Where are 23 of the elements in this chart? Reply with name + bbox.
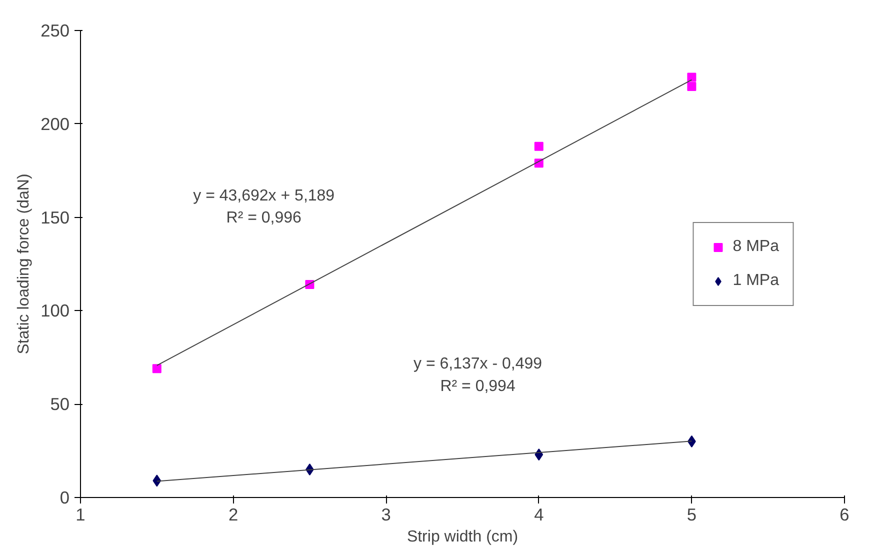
y-tick-label: 150 bbox=[40, 207, 70, 228]
x-tick-label: 6 bbox=[840, 504, 850, 524]
legend-label: 1 MPa bbox=[732, 272, 779, 290]
y-tick-label: 250 bbox=[40, 20, 70, 40]
point bbox=[152, 364, 162, 374]
point bbox=[687, 72, 696, 82]
point bbox=[152, 474, 162, 487]
x-tick-label: 1 bbox=[76, 504, 86, 524]
x-tick-label: 4 bbox=[534, 504, 544, 524]
point bbox=[687, 82, 696, 92]
x-tick-label: 5 bbox=[686, 504, 697, 524]
point bbox=[534, 142, 544, 151]
y-tick-label: 100 bbox=[40, 300, 70, 321]
annotation: y = 43,692x + 5,189 R² = 0,996 bbox=[193, 188, 335, 227]
y-tick-label: 0 bbox=[60, 488, 70, 508]
annotation: y = 6,137x - 0,499 R² = 0,994 bbox=[414, 356, 542, 395]
legend-label: 8 MPa bbox=[732, 238, 779, 256]
y-axis-title: Static loading force (daN) bbox=[16, 174, 33, 354]
x-tick-label: 2 bbox=[228, 504, 238, 524]
y-tick-label: 200 bbox=[40, 114, 70, 134]
x-tick-label: 3 bbox=[381, 504, 391, 524]
y-tick-label: 50 bbox=[50, 394, 70, 414]
x-axis-title: Strip width (cm) bbox=[406, 528, 518, 546]
